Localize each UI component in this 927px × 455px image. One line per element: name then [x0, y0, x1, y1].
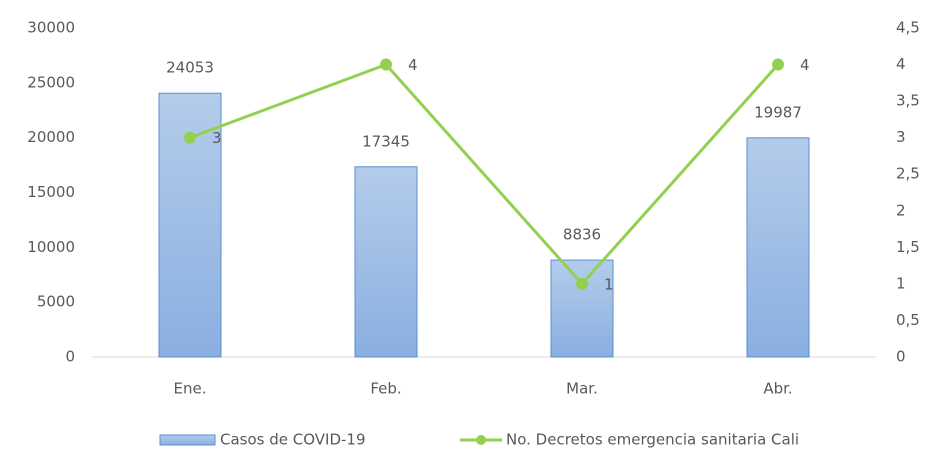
y2-tick-label: 0 — [896, 348, 906, 366]
y2-tick-label: 3 — [896, 128, 906, 146]
y-tick-label: 0 — [65, 348, 75, 366]
bar — [550, 259, 614, 358]
legend-label: Casos de COVID-19 — [220, 431, 366, 449]
y-tick-label: 30000 — [27, 19, 75, 37]
y-tick-label: 20000 — [27, 128, 75, 146]
y-tick-label: 25000 — [27, 73, 75, 91]
line-value-label: 4 — [408, 56, 418, 74]
x-tick-label: Ene. — [174, 380, 207, 398]
legend-swatch — [159, 434, 216, 446]
y-tick-label: 5000 — [37, 293, 75, 311]
x-tick-label: Mar. — [566, 380, 598, 398]
line-value-label: 3 — [212, 129, 222, 147]
y2-tick-label: 3,5 — [896, 92, 920, 110]
x-tick-label: Feb. — [370, 380, 401, 398]
line-value-label: 4 — [800, 56, 810, 74]
line-marker — [184, 131, 196, 144]
y2-tick-label: 2 — [896, 201, 906, 219]
y2-tick-label: 0,5 — [896, 311, 920, 329]
bar-value-label: 19987 — [754, 103, 802, 121]
y2-tick-label: 4,5 — [896, 19, 920, 37]
y2-tick-label: 1 — [896, 274, 906, 292]
legend-marker — [476, 435, 486, 445]
bar-value-label: 24053 — [166, 59, 214, 77]
bar-value-label: 8836 — [563, 226, 601, 244]
y-tick-label: 10000 — [27, 238, 75, 256]
y2-tick-label: 1,5 — [896, 238, 920, 256]
y2-tick-label: 2,5 — [896, 165, 920, 183]
x-tick-label: Abr. — [763, 380, 792, 398]
y2-tick-label: 4 — [896, 55, 906, 73]
y-tick-label: 15000 — [27, 183, 75, 201]
legend-label: No. Decretos emergencia sanitaria Cali — [506, 431, 799, 449]
bar — [354, 166, 418, 358]
bar — [746, 137, 810, 358]
line-marker — [380, 58, 392, 71]
bar-value-label: 17345 — [362, 132, 410, 150]
line-value-label: 1 — [604, 275, 614, 293]
line-marker — [576, 277, 588, 290]
line — [189, 62, 780, 287]
line-marker — [772, 58, 784, 71]
